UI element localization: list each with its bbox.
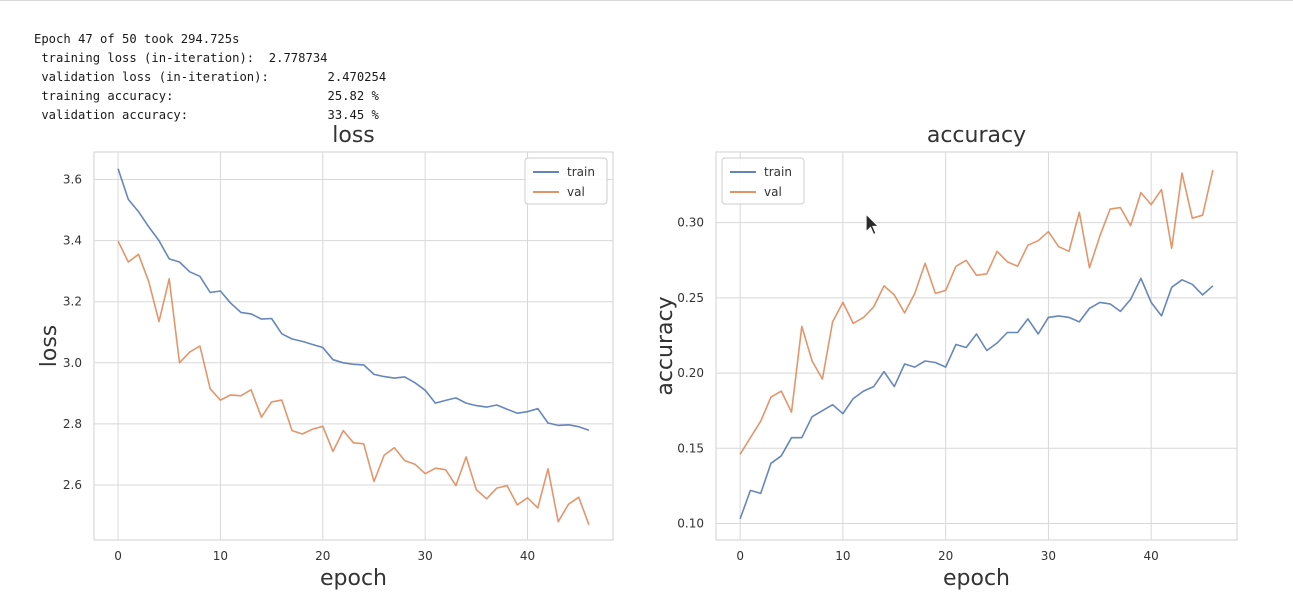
chart-1-y-tick-label: 0.10 — [677, 516, 704, 530]
chart-0-legend: train val — [524, 157, 608, 205]
chart-1-x-tick-label: 30 — [1041, 549, 1056, 563]
chart-0-x-tick-label: 10 — [213, 549, 228, 563]
mouse-cursor-icon — [865, 212, 880, 236]
chart-1-y-tick-label: 0.15 — [677, 441, 704, 455]
chart-0-x-tick-label: 40 — [520, 549, 535, 563]
chart-1-series-val-line — [739, 169, 1214, 455]
chart-1-title: accuracy — [927, 123, 1026, 148]
chart-0-x-tick-label: 30 — [418, 549, 433, 563]
log-validation-accuracy: validation accuracy: 33.45 % — [34, 108, 379, 122]
log-epoch-line: Epoch 47 of 50 took 294.725s — [34, 32, 240, 46]
chart-1-y-tick-label: 0.30 — [677, 216, 704, 230]
training-log: Epoch 47 of 50 took 294.725s training lo… — [34, 30, 386, 125]
chart-1-x-axis-label: epoch — [943, 566, 1010, 591]
chart-0-x-axis-label: epoch — [320, 566, 387, 591]
chart-0-legend-label-val: val — [567, 185, 585, 199]
top-divider — [0, 0, 1293, 1]
chart-1-plot-area — [715, 151, 1238, 541]
log-training-accuracy: training accuracy: 25.82 % — [34, 89, 379, 103]
loss-chart: 0 10 20 30 40 2.6 2.8 3.0 3.2 3.4 3.6 loss epoch loss… — [37, 123, 614, 591]
chart-1-x-tick-label: 10 — [835, 549, 850, 563]
chart-1-y-tick-label: 0.25 — [677, 291, 704, 305]
chart-0-x-tick-label: 0 — [114, 549, 122, 563]
chart-0-series-train-line — [117, 168, 590, 432]
chart-0-y-axis-label: loss — [37, 325, 62, 368]
chart-0-y-tick-label: 2.8 — [63, 417, 82, 431]
chart-0-y-tick-label: 3.2 — [63, 295, 82, 309]
chart-0-series-val-line — [117, 240, 590, 525]
chart-1-legend-label-train: train — [764, 165, 792, 179]
chart-0-y-tick-label: 2.6 — [63, 478, 82, 492]
chart-1-x-tick-label: 20 — [938, 549, 953, 563]
chart-1-x-tick-label: 0 — [736, 549, 744, 563]
chart-0-y-tick-label: 3.0 — [63, 356, 82, 370]
chart-0-title: loss — [332, 123, 375, 148]
chart-0-y-tick-label: 3.6 — [63, 172, 82, 186]
chart-0-legend-label-train: train — [567, 165, 595, 179]
chart-1-y-axis-label: accuracy — [653, 296, 678, 395]
chart-1-y-tick-label: 0.20 — [677, 366, 704, 380]
chart-1-x-tick-label: 40 — [1144, 549, 1159, 563]
chart-0-y-tick-label: 3.4 — [63, 234, 82, 248]
chart-0-x-tick-label: 20 — [315, 549, 330, 563]
chart-1-series-train-line — [739, 277, 1214, 520]
log-training-loss: training loss (in-iteration): 2.778734 — [34, 51, 328, 65]
log-validation-loss: validation loss (in-iteration): 2.470254 — [34, 70, 387, 84]
chart-1-legend-label-val: val — [764, 185, 782, 199]
chart-0-plot-area — [93, 151, 614, 541]
chart-1-legend: train val — [721, 157, 805, 205]
accuracy-chart: 0 10 20 30 40 0.10 0.15 0.20 0.25 0.30 accuracy epo… — [653, 123, 1238, 591]
